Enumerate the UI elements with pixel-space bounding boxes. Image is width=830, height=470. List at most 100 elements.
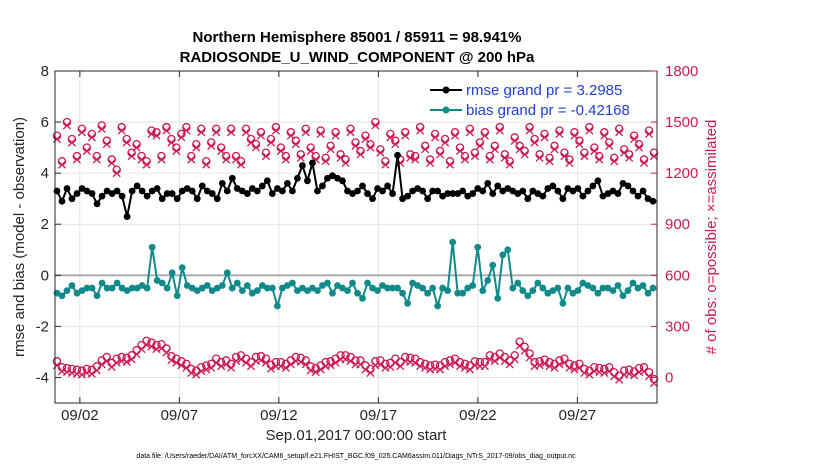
bias-point bbox=[233, 279, 241, 287]
rmse-point bbox=[223, 187, 231, 195]
obs-high-assimilated-marker bbox=[112, 169, 121, 178]
obs-high-assimilated-marker bbox=[540, 133, 549, 142]
bias-point bbox=[434, 302, 442, 310]
bias-point bbox=[554, 284, 562, 292]
rmse-point bbox=[163, 190, 171, 197]
obs-low-assimilated-marker bbox=[649, 379, 659, 388]
bias-point bbox=[283, 282, 291, 289]
bias-point bbox=[484, 277, 492, 284]
y2-tick-label: 1800 bbox=[665, 63, 698, 80]
obs-high-assimilated-marker bbox=[197, 128, 206, 137]
obs-high-assimilated-marker bbox=[177, 133, 186, 142]
obs-low-assimilated-marker bbox=[306, 366, 315, 375]
rmse-point bbox=[339, 177, 346, 185]
bias-point bbox=[268, 284, 276, 292]
bias-point bbox=[579, 279, 587, 287]
bias-point bbox=[494, 294, 502, 302]
rmse-point bbox=[213, 195, 221, 203]
obs-high-assimilated-marker bbox=[182, 126, 191, 135]
obs-low-assimilated-marker bbox=[416, 362, 425, 371]
obs-low-assimilated-marker bbox=[281, 363, 290, 372]
obs-high-assimilated-marker bbox=[470, 152, 479, 161]
bias-point bbox=[649, 284, 657, 292]
obs-low-assimilated-marker bbox=[172, 358, 181, 367]
obs-high-assimilated-marker bbox=[485, 155, 494, 164]
legend-rmse-marker bbox=[442, 86, 450, 94]
bias-point bbox=[349, 279, 356, 287]
rmse-point bbox=[584, 187, 592, 195]
obs-high-assimilated-marker bbox=[465, 128, 474, 137]
bias-point bbox=[278, 284, 286, 292]
bias-point bbox=[364, 279, 371, 287]
rmse-point bbox=[399, 195, 406, 203]
obs-high-assimilated-marker bbox=[475, 141, 484, 150]
bias-point bbox=[158, 279, 166, 287]
rmse-point bbox=[319, 182, 326, 190]
bias-point bbox=[644, 289, 652, 297]
rmse-point bbox=[148, 187, 156, 195]
obs-low-assimilated-marker bbox=[227, 363, 236, 372]
bias-point bbox=[539, 284, 547, 292]
rmse-point bbox=[479, 187, 487, 195]
obs-low-assimilated-marker bbox=[545, 362, 554, 371]
bias-point bbox=[404, 300, 411, 307]
obs-high-assimilated-marker bbox=[371, 121, 380, 130]
bias-point bbox=[449, 238, 457, 246]
rmse-point bbox=[589, 182, 597, 190]
rmse-point bbox=[514, 190, 522, 197]
obs-low-assimilated-marker bbox=[316, 365, 325, 374]
rmse-point bbox=[384, 182, 391, 190]
obs-high-assimilated-marker bbox=[227, 128, 236, 137]
rmse-point bbox=[108, 190, 116, 197]
rmse-point bbox=[83, 187, 91, 195]
obs-low-assimilated-marker bbox=[192, 370, 201, 379]
rmse-point bbox=[248, 185, 256, 192]
bias-point bbox=[198, 284, 206, 292]
rmse-point bbox=[113, 187, 121, 195]
rmse-point bbox=[128, 187, 136, 195]
rmse-point bbox=[484, 179, 492, 187]
obs-high-assimilated-marker bbox=[480, 131, 489, 140]
bias-point bbox=[499, 251, 507, 259]
bias-point bbox=[394, 284, 401, 292]
obs-low-assimilated-marker bbox=[147, 342, 156, 351]
rmse-point bbox=[414, 185, 422, 192]
obs-high-assimilated-marker bbox=[535, 153, 544, 162]
bias-point bbox=[464, 284, 472, 292]
obs-high-assimilated-marker bbox=[331, 131, 340, 140]
plot-area: 09/02 09/07 09/12 09/17 09/22 09/27 -4 -2 0 2 4 6 8… bbox=[36, 63, 699, 424]
obs-low-assimilated-marker bbox=[261, 358, 271, 367]
bias-point bbox=[168, 269, 176, 277]
bias-point bbox=[459, 289, 467, 297]
obs-low-assimilated-marker bbox=[436, 365, 445, 374]
obs-high-assimilated-marker bbox=[67, 138, 76, 147]
rmse-point bbox=[439, 192, 447, 200]
obs-high-assimilated-marker bbox=[595, 155, 604, 164]
obs-low-assimilated-marker bbox=[301, 360, 310, 369]
rmse-point bbox=[314, 187, 321, 195]
obs-high-assimilated-marker bbox=[127, 152, 136, 161]
obs-high-assimilated-marker bbox=[192, 143, 201, 152]
x-tick-label: 09/22 bbox=[459, 407, 497, 424]
rmse-point bbox=[73, 190, 81, 197]
rmse-point bbox=[574, 185, 582, 192]
bias-point bbox=[549, 287, 557, 295]
rmse-point bbox=[614, 190, 622, 197]
rmse-point bbox=[394, 151, 401, 159]
obs-high-assimilated-marker bbox=[261, 152, 271, 161]
bias-point bbox=[379, 282, 386, 289]
bias-point bbox=[634, 284, 642, 292]
rmse-point bbox=[539, 192, 547, 200]
obs-high-assimilated-marker bbox=[57, 160, 67, 169]
x-tick-label: 09/27 bbox=[559, 407, 597, 424]
obs-low-assimilated-marker bbox=[520, 346, 529, 355]
obs-high-assimilated-marker bbox=[565, 158, 574, 167]
bias-point bbox=[213, 284, 221, 292]
rmse-point bbox=[369, 195, 376, 203]
obs-low-assimilated-marker bbox=[455, 362, 465, 371]
bias-point bbox=[178, 264, 186, 272]
rmse-point bbox=[118, 192, 126, 200]
obs-low-assimilated-marker bbox=[510, 355, 519, 364]
bias-point bbox=[544, 289, 552, 297]
obs-high-assimilated-marker bbox=[436, 150, 445, 159]
